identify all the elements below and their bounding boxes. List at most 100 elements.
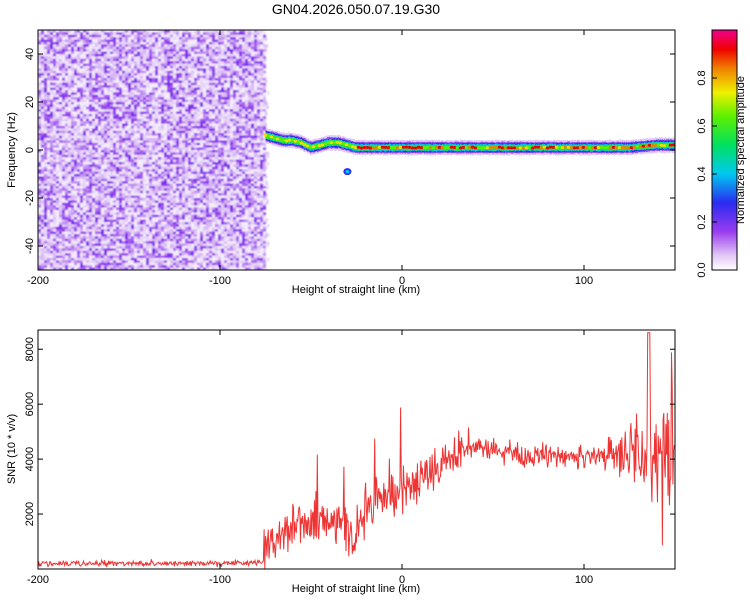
- noise-cell: [137, 183, 140, 187]
- noise-cell: [101, 236, 104, 239]
- noise-cell: [182, 234, 185, 237]
- noise-cell: [164, 30, 167, 33]
- noise-cell: [140, 243, 143, 247]
- noise-cell: [65, 32, 68, 35]
- noise-cell: [65, 222, 68, 225]
- noise-cell: [185, 248, 188, 251]
- noise-cell: [98, 42, 101, 45]
- noise-cell: [161, 49, 164, 52]
- noise-cell: [182, 186, 185, 189]
- noise-cell: [119, 54, 122, 57]
- noise-cell: [182, 121, 185, 124]
- noise-cell: [176, 30, 179, 33]
- noise-cell: [146, 56, 149, 59]
- noise-cell: [50, 217, 53, 220]
- noise-cell: [137, 142, 140, 146]
- noise-cell: [95, 150, 98, 153]
- noise-cell: [176, 73, 179, 76]
- noise-cell: [146, 37, 149, 40]
- noise-cell: [89, 70, 92, 74]
- noise-cell: [98, 210, 101, 213]
- noise-cell: [149, 75, 152, 79]
- noise-cell: [83, 42, 86, 45]
- noise-cell: [113, 198, 116, 201]
- noise-cell: [59, 241, 62, 244]
- noise-cell: [167, 97, 170, 100]
- noise-cell: [170, 217, 173, 220]
- noise-cell: [44, 70, 47, 74]
- noise-cell: [170, 193, 173, 196]
- noise-cell: [59, 82, 62, 86]
- noise-cell: [83, 231, 86, 235]
- noise-cell: [92, 205, 95, 208]
- noise-cell: [38, 111, 41, 115]
- noise-cell: [98, 241, 101, 244]
- noise-cell: [146, 200, 149, 203]
- noise-cell: [65, 214, 68, 218]
- noise-cell: [107, 114, 110, 117]
- noise-cell: [131, 164, 134, 167]
- noise-cell: [176, 118, 179, 122]
- noise-cell: [89, 265, 92, 268]
- noise-cell: [38, 190, 41, 194]
- noise-cell: [56, 253, 59, 256]
- noise-cell: [41, 267, 44, 270]
- noise-cell: [74, 207, 77, 211]
- noise-cell: [107, 248, 110, 251]
- noise-cell: [119, 258, 122, 261]
- noise-cell: [104, 260, 107, 263]
- noise-cell: [74, 51, 77, 55]
- noise-cell: [167, 169, 170, 172]
- noise-cell: [71, 130, 74, 134]
- noise-cell: [152, 246, 155, 249]
- noise-cell: [65, 75, 68, 79]
- noise-cell: [53, 178, 56, 182]
- noise-cell: [86, 70, 89, 74]
- noise-cell: [149, 152, 152, 155]
- noise-cell: [155, 147, 158, 151]
- noise-cell: [89, 217, 92, 220]
- noise-cell: [119, 255, 122, 259]
- noise-cell: [116, 222, 119, 225]
- noise-cell: [41, 94, 44, 98]
- noise-cell: [173, 186, 176, 189]
- noise-cell: [107, 90, 110, 93]
- noise-cell: [167, 178, 170, 182]
- noise-cell: [143, 188, 146, 191]
- noise-cell: [158, 253, 161, 256]
- noise-cell: [50, 126, 53, 129]
- noise-cell: [59, 186, 62, 189]
- noise-cell: [116, 140, 119, 143]
- noise-cell: [107, 157, 110, 160]
- noise-cell: [113, 255, 116, 259]
- noise-cell: [53, 78, 56, 81]
- noise-cell: [125, 226, 128, 230]
- noise-cell: [155, 198, 158, 201]
- noise-cell: [86, 87, 89, 91]
- noise-cell: [77, 231, 80, 235]
- noise-cell: [104, 109, 107, 112]
- noise-cell: [185, 212, 188, 215]
- noise-cell: [41, 138, 44, 141]
- noise-cell: [158, 66, 161, 69]
- noise-cell: [98, 195, 101, 199]
- noise-cell: [146, 253, 149, 256]
- noise-cell: [71, 186, 74, 189]
- noise-cell: [122, 94, 125, 98]
- noise-cell: [59, 157, 62, 160]
- noise-cell: [98, 85, 101, 88]
- noise-cell: [137, 58, 140, 62]
- noise-cell: [89, 140, 92, 143]
- noise-cell: [98, 73, 101, 76]
- noise-cell: [89, 68, 92, 71]
- noise-cell: [89, 229, 92, 232]
- noise-cell: [131, 236, 134, 239]
- noise-cell: [83, 164, 86, 167]
- noise-cell: [113, 260, 116, 263]
- noise-cell: [182, 217, 185, 220]
- noise-cell: [122, 222, 125, 225]
- noise-cell: [149, 109, 152, 112]
- noise-cell: [167, 181, 170, 184]
- noise-cell: [173, 205, 176, 208]
- noise-cell: [158, 202, 161, 206]
